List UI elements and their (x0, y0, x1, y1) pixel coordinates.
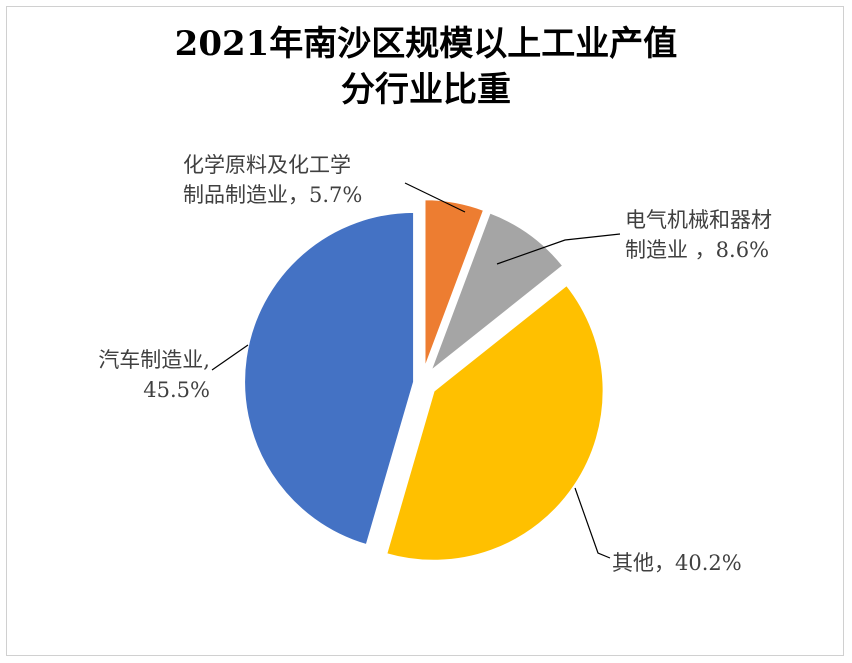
slice-auto (243, 210, 416, 547)
label-auto: 汽车制造业, 45.5% (45, 345, 210, 405)
chart-title-line-1: 2021年南沙区规模以上工业产值 (174, 24, 678, 64)
label-chemical: 化学原料及化工学 制品制造业，5.7% (183, 150, 362, 210)
label-electrical-line-1: 电气机械和器材 (625, 208, 772, 232)
label-electrical: 电气机械和器材 制造业 ，8.6% (625, 205, 772, 265)
leader-chemical (404, 182, 466, 213)
label-other-line-1: 其他，40.2% (612, 551, 742, 575)
leader-other (574, 487, 611, 559)
chart-title-line-2: 分行业比重 (341, 70, 511, 110)
label-chemical-line-2: 制品制造业，5.7% (183, 183, 363, 207)
label-other: 其他，40.2% (612, 548, 742, 578)
slice-chemical (423, 198, 486, 370)
chart-frame (6, 6, 844, 656)
label-auto-line-1: 汽车制造业, (98, 348, 210, 372)
leader-electrical (496, 233, 621, 265)
label-auto-line-2: 45.5% (143, 378, 210, 402)
label-electrical-line-2: 制造业 ，8.6% (625, 238, 770, 262)
label-chemical-line-1: 化学原料及化工学 (183, 153, 351, 177)
slice-other (384, 283, 605, 562)
leader-auto (211, 344, 249, 371)
